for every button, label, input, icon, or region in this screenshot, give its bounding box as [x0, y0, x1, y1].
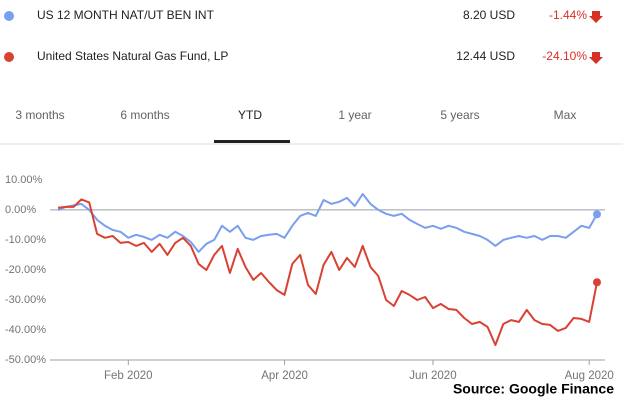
range-tab[interactable]: 6 months — [120, 108, 169, 122]
y-tick-label: -30.00% — [5, 294, 46, 306]
y-tick-label: -10.00% — [5, 234, 46, 246]
range-tab[interactable]: Max — [554, 108, 577, 122]
x-tick-label: Feb 2020 — [104, 370, 153, 382]
legend-dot — [4, 52, 14, 62]
down-arrow — [589, 11, 603, 23]
range-tab[interactable]: 5 years — [440, 108, 479, 122]
end-dot — [593, 210, 601, 219]
legend-dot — [4, 11, 14, 21]
legend-name: US 12 MONTH NAT/UT BEN INT — [37, 8, 215, 22]
legend-name: United States Natural Gas Fund, LP — [37, 49, 228, 63]
down-arrow — [589, 52, 603, 64]
price: 8.20 USD — [463, 8, 515, 22]
range-tab[interactable]: 3 months — [15, 108, 64, 122]
change: -1.44% — [549, 8, 587, 22]
y-tick-label: -50.00% — [5, 354, 46, 366]
series-line — [57, 198, 598, 346]
source-note: Source: Google Finance — [453, 381, 614, 397]
x-tick-label: Aug 2020 — [565, 370, 614, 382]
y-tick-label: -40.00% — [5, 324, 46, 336]
x-tick-label: Jun 2020 — [409, 370, 456, 382]
y-tick-label: -20.00% — [5, 264, 46, 276]
range-tab[interactable]: 1 year — [338, 108, 371, 122]
active-tab-indicator — [214, 140, 290, 143]
change: -24.10% — [542, 49, 587, 63]
range-tab[interactable]: YTD — [238, 108, 262, 122]
y-tick-label: 10.00% — [5, 174, 43, 186]
end-dot — [593, 278, 601, 287]
y-tick-label: 0.00% — [5, 204, 36, 216]
price: 12.44 USD — [456, 49, 515, 63]
x-tick-label: Apr 2020 — [261, 370, 308, 382]
series-line — [57, 193, 598, 253]
